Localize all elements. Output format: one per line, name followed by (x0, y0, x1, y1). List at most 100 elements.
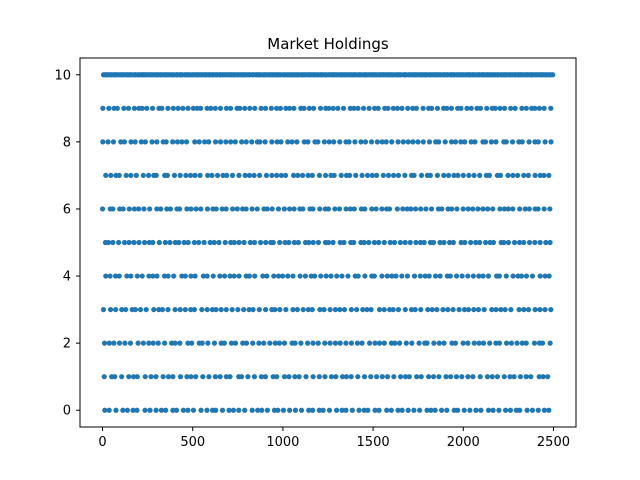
data-point (118, 139, 124, 145)
data-point (176, 239, 182, 246)
data-point (213, 206, 219, 212)
data-point (414, 374, 420, 380)
data-point (355, 374, 361, 380)
data-point (361, 407, 367, 413)
data-point (390, 306, 396, 313)
data-point (126, 206, 132, 212)
data-point (306, 407, 312, 413)
data-point (537, 172, 543, 179)
data-point (332, 206, 338, 212)
data-point (258, 239, 264, 246)
data-point (251, 374, 258, 380)
data-point (385, 105, 391, 111)
data-point (296, 374, 302, 380)
data-point (418, 306, 424, 313)
data-point (256, 340, 262, 346)
data-point (411, 273, 418, 279)
data-point (302, 273, 309, 279)
data-point (138, 139, 144, 145)
data-point (468, 105, 474, 111)
data-point (340, 105, 347, 111)
data-point (212, 139, 219, 145)
data-point (337, 340, 343, 346)
data-point (425, 306, 431, 313)
data-point (362, 273, 368, 279)
data-point (417, 407, 423, 413)
data-point (190, 105, 196, 111)
data-point (240, 340, 246, 346)
data-point (161, 340, 168, 346)
data-point (197, 172, 203, 179)
data-point (286, 239, 292, 246)
data-point (526, 239, 533, 246)
data-point (453, 273, 460, 279)
data-point (126, 239, 132, 246)
y-tick-label: 0 (63, 404, 71, 419)
data-point (537, 239, 543, 246)
data-point (461, 407, 467, 413)
data-point (523, 273, 530, 279)
data-point (550, 72, 556, 78)
data-point (217, 105, 224, 111)
data-point (221, 340, 227, 346)
data-point (236, 407, 242, 413)
data-point (418, 206, 424, 212)
data-point (508, 340, 515, 346)
data-point (294, 306, 300, 313)
data-point (224, 172, 230, 179)
data-point (359, 340, 365, 346)
data-point (424, 407, 430, 413)
data-point (156, 239, 162, 246)
data-point (347, 172, 353, 179)
data-point (242, 407, 248, 413)
data-point (535, 139, 541, 145)
data-point (196, 139, 202, 145)
data-point (276, 340, 283, 346)
data-point (137, 306, 144, 313)
data-point (106, 340, 112, 346)
data-point (113, 407, 119, 413)
data-point (227, 374, 233, 380)
data-point (200, 273, 206, 279)
data-point (146, 340, 152, 346)
data-point (399, 105, 405, 111)
data-point (316, 407, 322, 413)
data-point (100, 306, 107, 313)
data-point (485, 407, 492, 413)
data-point (392, 340, 398, 346)
data-point (165, 105, 171, 111)
data-point (512, 105, 518, 111)
data-point (547, 206, 553, 212)
data-point (453, 374, 460, 380)
data-point (429, 105, 435, 111)
data-point (390, 172, 397, 179)
data-point (366, 239, 372, 246)
data-point (258, 105, 264, 111)
data-point (375, 105, 381, 111)
data-point (286, 105, 293, 111)
data-point (270, 239, 276, 246)
data-point (343, 374, 350, 380)
data-point (268, 105, 274, 111)
data-point (196, 239, 202, 246)
data-point (364, 306, 370, 313)
data-point (537, 273, 543, 279)
data-point (434, 105, 441, 111)
data-point (473, 239, 479, 246)
data-point (309, 172, 315, 179)
data-point (327, 340, 333, 346)
data-point (282, 172, 289, 179)
data-point (153, 407, 159, 413)
data-point (436, 139, 442, 145)
data-point (372, 340, 378, 346)
data-point (501, 374, 507, 380)
data-point (208, 105, 214, 111)
data-point (379, 206, 385, 212)
data-point (489, 306, 495, 313)
data-point (151, 306, 157, 313)
data-point (134, 407, 140, 413)
data-point (257, 139, 263, 145)
data-point (249, 407, 255, 413)
data-point (548, 306, 554, 313)
data-point (285, 139, 291, 145)
